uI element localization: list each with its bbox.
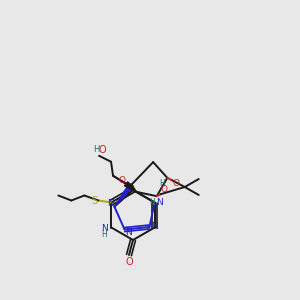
Text: H: H: [149, 198, 155, 207]
Text: O: O: [125, 257, 133, 267]
Text: N: N: [156, 198, 163, 207]
Text: O: O: [160, 185, 167, 194]
Polygon shape: [114, 183, 134, 207]
Text: H: H: [159, 179, 165, 188]
Polygon shape: [124, 182, 136, 192]
Text: O: O: [98, 145, 106, 155]
Text: N: N: [125, 228, 132, 237]
Text: N: N: [151, 223, 158, 232]
Text: N: N: [101, 224, 108, 233]
Text: N: N: [107, 199, 114, 208]
Text: O: O: [118, 176, 125, 185]
Text: O: O: [173, 179, 180, 188]
Text: S: S: [91, 196, 98, 206]
Text: H: H: [93, 145, 99, 154]
Text: H: H: [101, 230, 107, 239]
